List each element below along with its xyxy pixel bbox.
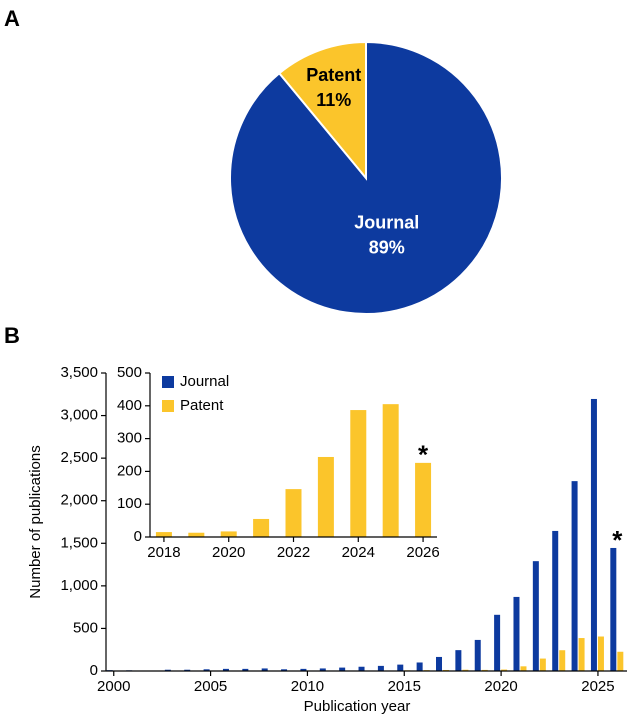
- y-tick-label: 0: [134, 528, 142, 545]
- panel-label: B: [4, 323, 20, 348]
- bar: [559, 650, 566, 671]
- bar: [597, 636, 604, 671]
- bar: [436, 656, 443, 671]
- bar: [494, 614, 501, 671]
- bar: [253, 518, 270, 537]
- bar: [377, 665, 384, 671]
- bar: [382, 404, 399, 537]
- x-tick-label: 2020: [484, 678, 517, 695]
- bar: [552, 530, 559, 671]
- y-tick-label: 200: [117, 462, 142, 479]
- bar: [532, 561, 539, 671]
- bar: [617, 651, 624, 671]
- bar: [222, 668, 229, 671]
- x-tick-label: 2025: [581, 678, 614, 695]
- y-tick-label: 2,500: [60, 449, 98, 466]
- y-axis-label: Number of publications: [27, 445, 44, 598]
- legend-label: Journal: [180, 373, 229, 390]
- pie-slice: [277, 40, 367, 181]
- x-tick-label: 2010: [291, 678, 324, 695]
- bar: [184, 669, 191, 671]
- slice-label: Journal: [354, 212, 419, 232]
- bar: [578, 638, 585, 671]
- bar: [203, 669, 210, 671]
- bar: [416, 662, 423, 671]
- bar: [350, 410, 367, 537]
- slice-label: Patent: [306, 65, 361, 85]
- y-tick-label: 1,000: [60, 577, 98, 594]
- bar: [285, 489, 302, 537]
- bar: [300, 668, 307, 671]
- x-tick-label: 2022: [277, 544, 310, 561]
- y-tick-label: 2,000: [60, 492, 98, 509]
- x-tick-label: 2018: [147, 544, 180, 561]
- y-tick-label: 500: [73, 619, 98, 636]
- bar: [242, 668, 249, 671]
- bar: [590, 398, 597, 671]
- x-tick-label: 2015: [388, 678, 421, 695]
- y-tick-label: 0: [90, 662, 98, 679]
- bar: [571, 481, 578, 671]
- x-tick-label: 2005: [194, 678, 227, 695]
- legend-swatch: [162, 376, 174, 388]
- bar: [358, 666, 365, 671]
- slice-value-label: 89%: [369, 237, 405, 257]
- y-tick-label: 1,500: [60, 534, 98, 551]
- x-axis-label: Publication year: [304, 698, 411, 715]
- bar: [220, 531, 237, 537]
- bar: [520, 666, 527, 671]
- bar: [281, 669, 288, 671]
- annotation: *: [418, 440, 429, 470]
- y-tick-label: 3,000: [60, 407, 98, 424]
- bar: [164, 669, 171, 671]
- bar: [513, 596, 520, 671]
- y-tick-label: 3,500: [60, 364, 98, 381]
- y-tick-label: 100: [117, 495, 142, 512]
- bar: [188, 532, 205, 537]
- bar: [501, 669, 508, 671]
- x-tick-label: 2000: [97, 678, 130, 695]
- panel-label: A: [4, 6, 20, 31]
- legend-label: Patent: [180, 397, 224, 414]
- x-tick-label: 2026: [406, 544, 439, 561]
- bar: [397, 664, 404, 671]
- bar: [319, 668, 326, 671]
- bar: [462, 669, 469, 671]
- x-tick-label: 2024: [342, 544, 375, 561]
- bar: [539, 658, 546, 671]
- slice-value-label: 11%: [316, 90, 351, 110]
- legend-swatch: [162, 400, 174, 412]
- bar: [339, 667, 346, 671]
- bar: [317, 456, 334, 537]
- bar: [261, 668, 268, 671]
- y-tick-label: 300: [117, 430, 142, 447]
- bar: [455, 650, 462, 671]
- y-tick-label: 500: [117, 364, 142, 381]
- annotation: *: [612, 525, 623, 555]
- y-tick-label: 400: [117, 397, 142, 414]
- bar: [415, 462, 432, 537]
- x-tick-label: 2020: [212, 544, 245, 561]
- bar: [474, 639, 481, 671]
- bar: [155, 532, 172, 537]
- bar: [610, 547, 617, 671]
